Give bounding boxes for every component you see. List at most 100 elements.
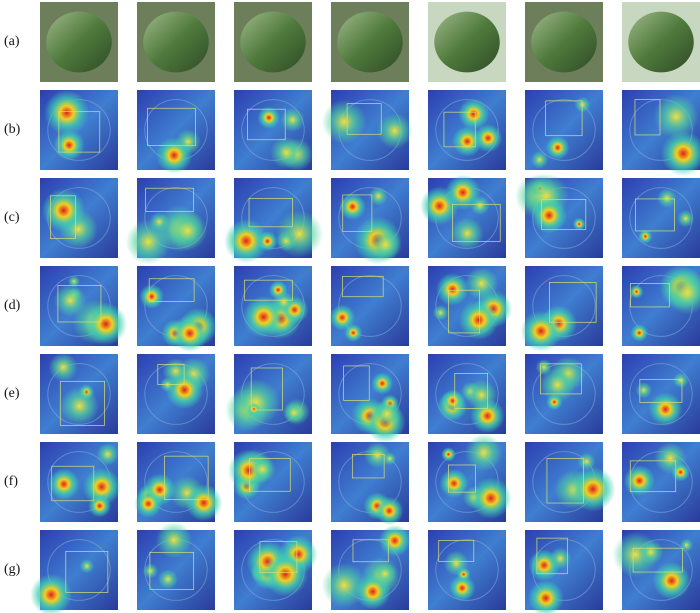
hotspot <box>321 562 367 608</box>
detection-box <box>247 108 286 141</box>
hotspot <box>338 193 367 221</box>
image-tile <box>331 441 409 526</box>
leaf <box>143 11 209 73</box>
hotspot <box>672 372 689 389</box>
detection-box <box>58 111 101 153</box>
image-tile <box>419 174 506 258</box>
image-tile <box>137 354 215 434</box>
hotspot <box>445 174 481 211</box>
leaf <box>240 11 306 73</box>
hotspot <box>247 402 261 416</box>
hotspot <box>451 126 483 157</box>
detection-box <box>352 539 389 563</box>
hotspot <box>671 462 690 482</box>
image-tile <box>224 178 324 264</box>
hotspot <box>465 379 498 411</box>
hotspot <box>79 558 95 574</box>
row-label: (a) <box>4 34 20 49</box>
hotspot <box>530 197 568 234</box>
image-tile <box>125 178 215 265</box>
image-tile <box>137 2 215 82</box>
image-tile <box>622 354 700 434</box>
image-tile <box>428 354 506 434</box>
detection-box <box>249 458 291 492</box>
detection-box <box>632 547 683 573</box>
detection-box <box>248 198 293 228</box>
hotspot <box>549 547 572 570</box>
image-tile <box>227 442 312 522</box>
detection-box <box>164 455 209 500</box>
hotspot <box>88 494 112 518</box>
leaf <box>531 11 597 73</box>
image-tile <box>622 178 700 258</box>
image-tile <box>520 266 603 352</box>
hotspot <box>451 217 484 250</box>
detection-box <box>634 99 661 136</box>
hotspot <box>439 468 469 498</box>
image-tile <box>40 2 118 82</box>
image-tile <box>622 90 700 177</box>
image-tile <box>612 530 700 610</box>
detection-box <box>243 279 293 301</box>
hotspot <box>574 96 591 113</box>
hotspot <box>262 551 309 597</box>
detection-box <box>145 187 194 212</box>
image-tile <box>134 442 223 522</box>
hotspot <box>635 382 652 399</box>
row-label: (f) <box>4 474 18 489</box>
hotspot <box>134 489 163 518</box>
image-tile <box>40 266 128 346</box>
detection-box <box>639 378 683 403</box>
leaf-outline <box>47 539 111 601</box>
hotspot <box>629 284 644 299</box>
leaf-outline <box>532 99 596 161</box>
hotspot <box>630 324 649 342</box>
detection-box <box>148 278 195 302</box>
image-tile <box>525 90 603 170</box>
hotspot <box>530 151 549 169</box>
image-tile <box>224 354 312 434</box>
row-label: (e) <box>4 386 20 401</box>
hotspot <box>378 524 411 557</box>
hotspot <box>449 574 476 602</box>
hotspot <box>376 112 413 149</box>
hotspot <box>638 539 664 565</box>
image-tile <box>622 2 700 82</box>
leaf <box>46 11 112 73</box>
hotspot <box>149 211 170 232</box>
detection-box <box>448 289 480 334</box>
hotspot <box>232 378 280 427</box>
hotspot <box>44 90 90 136</box>
detection-box <box>438 539 475 562</box>
image-tile <box>525 2 603 82</box>
hotspot <box>441 389 465 413</box>
hotspot <box>665 270 700 315</box>
detection-box <box>343 365 370 401</box>
hotspot <box>270 136 303 169</box>
hotspot <box>48 352 78 382</box>
image-tile <box>428 433 512 522</box>
hotspot <box>638 229 653 244</box>
hotspot <box>679 538 694 552</box>
image-tile <box>30 530 118 613</box>
hotspot <box>155 521 193 559</box>
hotspot <box>465 433 503 472</box>
detection-box <box>157 364 185 385</box>
hotspot <box>344 323 363 342</box>
hotspot <box>458 98 490 130</box>
hotspot <box>371 372 394 395</box>
detection-box <box>545 100 583 137</box>
detection-box <box>342 194 373 232</box>
detection-box <box>147 107 196 146</box>
detection-box <box>50 195 76 239</box>
hotspot <box>535 358 553 376</box>
image-tile <box>40 178 118 258</box>
hotspot <box>157 569 178 590</box>
hotspot <box>657 188 677 209</box>
image-tile <box>234 90 314 171</box>
image-tile <box>137 266 218 353</box>
image-tile <box>331 2 409 82</box>
hotspot <box>84 302 128 346</box>
leaf-outline <box>435 363 499 425</box>
hotspot <box>653 94 699 139</box>
